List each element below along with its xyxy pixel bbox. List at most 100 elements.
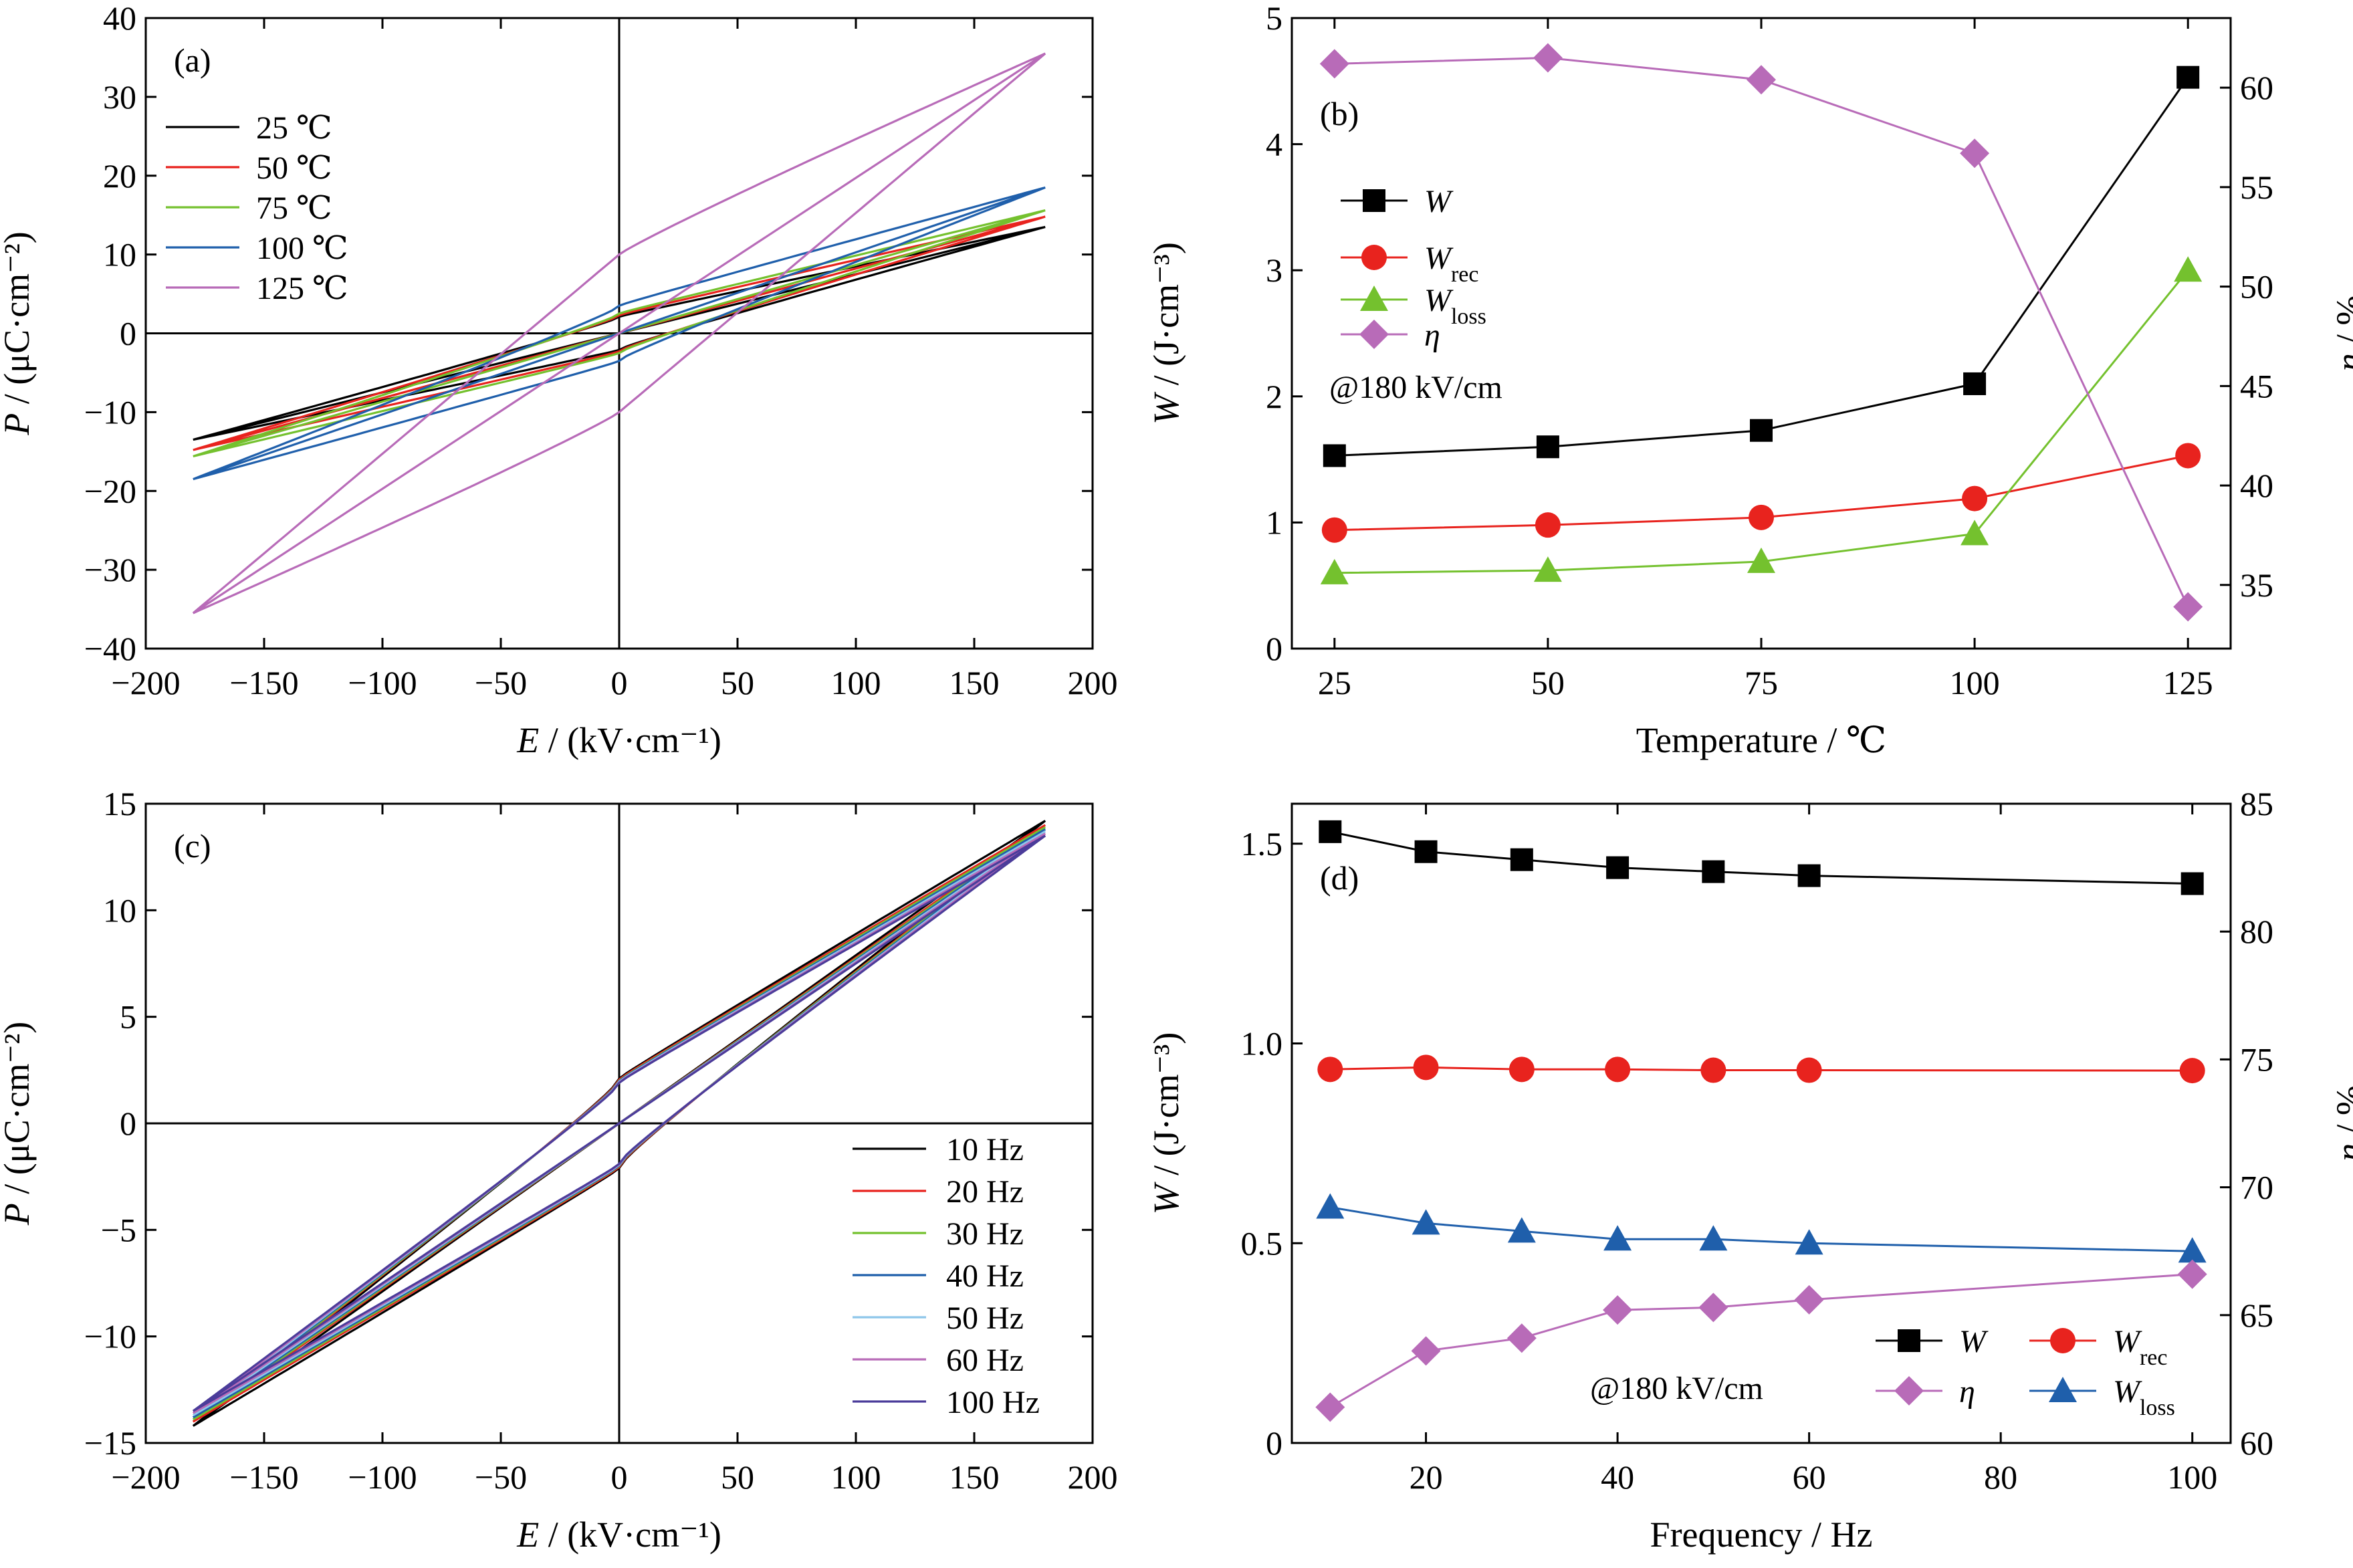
- y-tick-label: 15: [103, 785, 136, 822]
- legend-symbol: W: [1959, 1324, 1989, 1359]
- point-diamond: [1319, 49, 1349, 79]
- point-circle: [1321, 517, 1347, 543]
- y-tick-label: 4: [1266, 126, 1282, 163]
- loop-125: [192, 52, 1046, 614]
- legend-label: W: [1424, 184, 1454, 219]
- x-tick-label: −50: [475, 1458, 527, 1496]
- legend-label: Wrec: [1424, 241, 1479, 287]
- x-tick-label: −150: [229, 664, 298, 701]
- point-square: [2180, 872, 2204, 895]
- x-tick-label: 80: [1984, 1458, 2017, 1496]
- y-tick-label: 40: [103, 0, 136, 37]
- x-tick-label: 75: [1745, 664, 1778, 701]
- y-tick-label: −20: [84, 472, 136, 510]
- point-triangle: [1699, 1225, 1728, 1251]
- point-square: [1750, 419, 1773, 442]
- y-axis-label: W / (J·cm⁻³): [1146, 242, 1186, 425]
- point-diamond: [1533, 43, 1563, 73]
- panel-label: (a): [174, 41, 211, 79]
- point-circle: [2175, 443, 2201, 469]
- x-tick-label: 50: [721, 1458, 754, 1496]
- x-axis-label: Frequency / Hz: [1650, 1515, 1873, 1555]
- point-square: [1536, 435, 1559, 459]
- point-circle: [1796, 1057, 1822, 1083]
- y-axis-label-symbol: P: [0, 413, 37, 436]
- legend-label: η: [1959, 1374, 1975, 1410]
- point-circle: [1317, 1056, 1343, 1083]
- y-tick-label: −15: [84, 1424, 136, 1462]
- legend-label: 10 Hz: [946, 1132, 1024, 1167]
- y-tick-label: 10: [103, 236, 136, 273]
- legend-marker: [1894, 1376, 1924, 1406]
- legend-symbol: W: [1424, 184, 1454, 219]
- series-line-triangle: [1330, 1206, 2193, 1252]
- point-square: [1963, 372, 1987, 395]
- legend-label: 50 ℃: [256, 150, 332, 186]
- legend-label: 100 Hz: [946, 1385, 1040, 1420]
- legend-label: 40 Hz: [946, 1258, 1024, 1294]
- y-tick-label: 3: [1266, 251, 1282, 289]
- y-tick-label: 30: [103, 78, 136, 116]
- legend-marker: [1361, 245, 1387, 270]
- legend-label: W: [1959, 1324, 1989, 1359]
- point-triangle: [1412, 1209, 1440, 1235]
- annotation: @180 kV/cm: [1329, 370, 1502, 405]
- x-axis-label: Temperature / ℃: [1636, 720, 1886, 760]
- x-axis-unit: / (kV·cm⁻¹): [539, 720, 721, 760]
- plot-frame: [1291, 802, 2232, 1444]
- x-tick-label: −50: [475, 664, 527, 701]
- point-triangle: [1320, 558, 1349, 584]
- legend-label: 75 ℃: [256, 191, 332, 226]
- point-triangle: [1533, 556, 1562, 582]
- y2-tick-label: 60: [2240, 1424, 2273, 1462]
- y-axis-label-unit: / (J·cm⁻³): [1146, 1032, 1186, 1185]
- y2-tick-label: 50: [2240, 268, 2273, 306]
- legend-marker: [1359, 320, 1389, 349]
- legend-label: 20 Hz: [946, 1174, 1024, 1210]
- legend-symbol: W: [2113, 1374, 2142, 1410]
- legend-label: η: [1424, 318, 1440, 353]
- point-square: [1414, 840, 1438, 863]
- point-square: [1702, 860, 1725, 883]
- point-circle: [1605, 1056, 1631, 1083]
- legend-label: Wloss: [2113, 1374, 2175, 1420]
- y2-tick-label: 35: [2240, 566, 2273, 604]
- point-circle: [1749, 504, 1774, 530]
- legend-marker: [1898, 1329, 1920, 1352]
- point-square: [1606, 856, 1630, 879]
- x-tick-label: −100: [348, 1458, 417, 1496]
- x-tick-label: 60: [1793, 1458, 1826, 1496]
- y2-axis-label-symbol: η: [2329, 1143, 2353, 1161]
- point-diamond: [1698, 1293, 1728, 1323]
- y-axis-label-unit: / (μC·cm⁻²): [0, 1022, 37, 1204]
- panel-a: −200 −150 −100 −50 0 50 100 150 200−40−30−20−100…: [0, 0, 1118, 760]
- panel-d: 20 40 60 80 100 0 0.5 1.0 1.5 60 65 70 75 80 85 (d) Freq…: [1146, 785, 2353, 1555]
- legend-label: Wloss: [1424, 283, 1486, 329]
- y2-axis-label-symbol: η: [2329, 354, 2353, 372]
- y-tick-label: 1.5: [1241, 825, 1283, 863]
- x-tick-label: 50: [1531, 664, 1565, 701]
- legend-subscript: loss: [1451, 304, 1486, 329]
- point-diamond: [2177, 1259, 2207, 1289]
- y2-tick-label: 70: [2240, 1169, 2273, 1206]
- x-tick-label: −200: [111, 1458, 180, 1496]
- y-tick-label: 20: [103, 157, 136, 195]
- point-triangle: [1603, 1225, 1632, 1251]
- y-tick-label: −5: [101, 1211, 136, 1248]
- series-line-square: [1329, 830, 2193, 885]
- y-axis-label-symbol: P: [0, 1203, 37, 1226]
- point-square: [1510, 848, 1533, 871]
- x-tick-label: 100: [1950, 664, 2000, 701]
- x-tick-label: 125: [2163, 664, 2213, 701]
- x-tick-label: 150: [949, 1458, 1000, 1496]
- point-diamond: [1747, 65, 1776, 95]
- x-tick-label: 0: [611, 664, 628, 701]
- x-tick-label: 100: [2167, 1458, 2217, 1496]
- point-diamond: [1411, 1336, 1441, 1366]
- panel-label: (b): [1320, 95, 1359, 132]
- x-axis-symbol: E: [516, 720, 539, 760]
- legend-label: 25 ℃: [256, 110, 332, 146]
- legend-subscript: rec: [2140, 1345, 2168, 1370]
- x-tick-label: −200: [111, 664, 180, 701]
